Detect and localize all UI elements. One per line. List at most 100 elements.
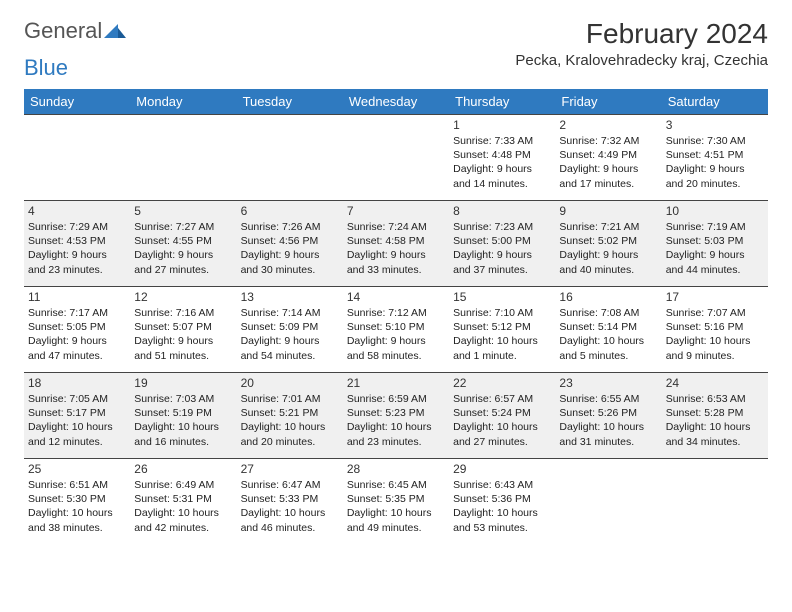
calendar-day: 28 Sunrise: 6:45 AMSunset: 5:35 PMDayligh…: [343, 459, 449, 545]
day-number: 7: [347, 204, 445, 218]
calendar-day: 24 Sunrise: 6:53 AMSunset: 5:28 PMDayligh…: [662, 373, 768, 459]
day-number: 10: [666, 204, 764, 218]
day-details: Sunrise: 7:26 AMSunset: 4:56 PMDaylight:…: [241, 220, 339, 277]
day-number: 8: [453, 204, 551, 218]
day-number: 2: [559, 118, 657, 132]
day-number: 14: [347, 290, 445, 304]
day-details: Sunrise: 6:49 AMSunset: 5:31 PMDaylight:…: [134, 478, 232, 535]
calendar-day: 25 Sunrise: 6:51 AMSunset: 5:30 PMDayligh…: [24, 459, 130, 545]
day-number: 26: [134, 462, 232, 476]
day-number: 16: [559, 290, 657, 304]
calendar-day: 14 Sunrise: 7:12 AMSunset: 5:10 PMDayligh…: [343, 287, 449, 373]
calendar-day: [662, 459, 768, 545]
calendar-day: 2 Sunrise: 7:32 AMSunset: 4:49 PMDaylight…: [555, 115, 661, 201]
calendar-day: [555, 459, 661, 545]
day-number: 22: [453, 376, 551, 390]
day-details: Sunrise: 6:59 AMSunset: 5:23 PMDaylight:…: [347, 392, 445, 449]
day-number: 4: [28, 204, 126, 218]
calendar-day: [24, 115, 130, 201]
calendar-day: 22 Sunrise: 6:57 AMSunset: 5:24 PMDayligh…: [449, 373, 555, 459]
day-details: Sunrise: 7:05 AMSunset: 5:17 PMDaylight:…: [28, 392, 126, 449]
day-number: 18: [28, 376, 126, 390]
day-details: Sunrise: 7:24 AMSunset: 4:58 PMDaylight:…: [347, 220, 445, 277]
month-title: February 2024: [515, 18, 768, 50]
day-details: Sunrise: 7:03 AMSunset: 5:19 PMDaylight:…: [134, 392, 232, 449]
day-details: Sunrise: 7:08 AMSunset: 5:14 PMDaylight:…: [559, 306, 657, 363]
day-details: Sunrise: 6:53 AMSunset: 5:28 PMDaylight:…: [666, 392, 764, 449]
day-number: 25: [28, 462, 126, 476]
day-number: 21: [347, 376, 445, 390]
calendar-day: 12Sunrise: 7:16 AMSunset: 5:07 PMDayligh…: [130, 287, 236, 373]
logo: General: [24, 18, 126, 44]
calendar-day: 11 Sunrise: 7:17 AMSunset: 5:05 PMDayligh…: [24, 287, 130, 373]
day-details: Sunrise: 6:55 AMSunset: 5:26 PMDaylight:…: [559, 392, 657, 449]
calendar-day: 13Sunrise: 7:14 AMSunset: 5:09 PMDayligh…: [237, 287, 343, 373]
day-details: Sunrise: 7:21 AMSunset: 5:02 PMDaylight:…: [559, 220, 657, 277]
logo-shape-icon: [104, 18, 126, 44]
calendar-day: 9Sunrise: 7:21 AMSunset: 5:02 PMDaylight…: [555, 201, 661, 287]
day-number: 29: [453, 462, 551, 476]
calendar-day: 1 Sunrise: 7:33 AMSunset: 4:48 PMDaylight…: [449, 115, 555, 201]
day-details: Sunrise: 7:19 AMSunset: 5:03 PMDaylight:…: [666, 220, 764, 277]
day-number: 28: [347, 462, 445, 476]
day-header: Saturday: [662, 89, 768, 115]
calendar-day: 16 Sunrise: 7:08 AMSunset: 5:14 PMDayligh…: [555, 287, 661, 373]
day-number: 20: [241, 376, 339, 390]
calendar-day: 29 Sunrise: 6:43 AMSunset: 5:36 PMDayligh…: [449, 459, 555, 545]
day-number: 5: [134, 204, 232, 218]
day-details: Sunrise: 7:27 AMSunset: 4:55 PMDaylight:…: [134, 220, 232, 277]
day-details: Sunrise: 7:01 AMSunset: 5:21 PMDaylight:…: [241, 392, 339, 449]
day-number: 24: [666, 376, 764, 390]
day-details: Sunrise: 7:23 AMSunset: 5:00 PMDaylight:…: [453, 220, 551, 277]
day-number: 15: [453, 290, 551, 304]
calendar-day: 6 Sunrise: 7:26 AMSunset: 4:56 PMDaylight…: [237, 201, 343, 287]
calendar-day: 7 Sunrise: 7:24 AMSunset: 4:58 PMDaylight…: [343, 201, 449, 287]
calendar-day: 5 Sunrise: 7:27 AMSunset: 4:55 PMDaylight…: [130, 201, 236, 287]
day-details: Sunrise: 7:10 AMSunset: 5:12 PMDaylight:…: [453, 306, 551, 363]
calendar-week: 1 Sunrise: 7:33 AMSunset: 4:48 PMDaylight…: [24, 115, 768, 201]
day-details: Sunrise: 7:32 AMSunset: 4:49 PMDaylight:…: [559, 134, 657, 191]
calendar-day: 8 Sunrise: 7:23 AMSunset: 5:00 PMDaylight…: [449, 201, 555, 287]
calendar-week: 11 Sunrise: 7:17 AMSunset: 5:05 PMDayligh…: [24, 287, 768, 373]
day-header: Wednesday: [343, 89, 449, 115]
day-number: 1: [453, 118, 551, 132]
calendar-day: 18 Sunrise: 7:05 AMSunset: 5:17 PMDayligh…: [24, 373, 130, 459]
calendar-day: [343, 115, 449, 201]
day-details: Sunrise: 6:45 AMSunset: 5:35 PMDaylight:…: [347, 478, 445, 535]
calendar-day: [237, 115, 343, 201]
day-details: Sunrise: 7:17 AMSunset: 5:05 PMDaylight:…: [28, 306, 126, 363]
day-number: 12: [134, 290, 232, 304]
day-number: 27: [241, 462, 339, 476]
calendar-day: 19 Sunrise: 7:03 AMSunset: 5:19 PMDayligh…: [130, 373, 236, 459]
day-details: Sunrise: 6:57 AMSunset: 5:24 PMDaylight:…: [453, 392, 551, 449]
calendar-week: 18 Sunrise: 7:05 AMSunset: 5:17 PMDayligh…: [24, 373, 768, 459]
day-details: Sunrise: 6:43 AMSunset: 5:36 PMDaylight:…: [453, 478, 551, 535]
day-header: Sunday: [24, 89, 130, 115]
day-details: Sunrise: 6:47 AMSunset: 5:33 PMDaylight:…: [241, 478, 339, 535]
day-details: Sunrise: 6:51 AMSunset: 5:30 PMDaylight:…: [28, 478, 126, 535]
calendar-day: 10 Sunrise: 7:19 AMSunset: 5:03 PMDayligh…: [662, 201, 768, 287]
day-number: 19: [134, 376, 232, 390]
calendar-week: 25 Sunrise: 6:51 AMSunset: 5:30 PMDayligh…: [24, 459, 768, 545]
day-header: Thursday: [449, 89, 555, 115]
calendar-day: 15 Sunrise: 7:10 AMSunset: 5:12 PMDayligh…: [449, 287, 555, 373]
day-number: 11: [28, 290, 126, 304]
calendar-week: 4Sunrise: 7:29 AMSunset: 4:53 PMDaylight…: [24, 201, 768, 287]
location: Pecka, Kralovehradecky kraj, Czechia: [515, 52, 768, 69]
day-number: 6: [241, 204, 339, 218]
day-details: Sunrise: 7:33 AMSunset: 4:48 PMDaylight:…: [453, 134, 551, 191]
day-details: Sunrise: 7:14 AMSunset: 5:09 PMDaylight:…: [241, 306, 339, 363]
logo-text-2: Blue: [24, 55, 68, 80]
calendar-day: 26 Sunrise: 6:49 AMSunset: 5:31 PMDayligh…: [130, 459, 236, 545]
logo-text-1: General: [24, 18, 102, 44]
day-header: Friday: [555, 89, 661, 115]
calendar-table: SundayMondayTuesdayWednesdayThursdayFrid…: [24, 89, 768, 545]
day-details: Sunrise: 7:30 AMSunset: 4:51 PMDaylight:…: [666, 134, 764, 191]
calendar-day: 23 Sunrise: 6:55 AMSunset: 5:26 PMDayligh…: [555, 373, 661, 459]
calendar-day: [130, 115, 236, 201]
day-number: 23: [559, 376, 657, 390]
day-details: Sunrise: 7:12 AMSunset: 5:10 PMDaylight:…: [347, 306, 445, 363]
calendar-day: 20 Sunrise: 7:01 AMSunset: 5:21 PMDayligh…: [237, 373, 343, 459]
day-number: 17: [666, 290, 764, 304]
day-header-row: SundayMondayTuesdayWednesdayThursdayFrid…: [24, 89, 768, 115]
